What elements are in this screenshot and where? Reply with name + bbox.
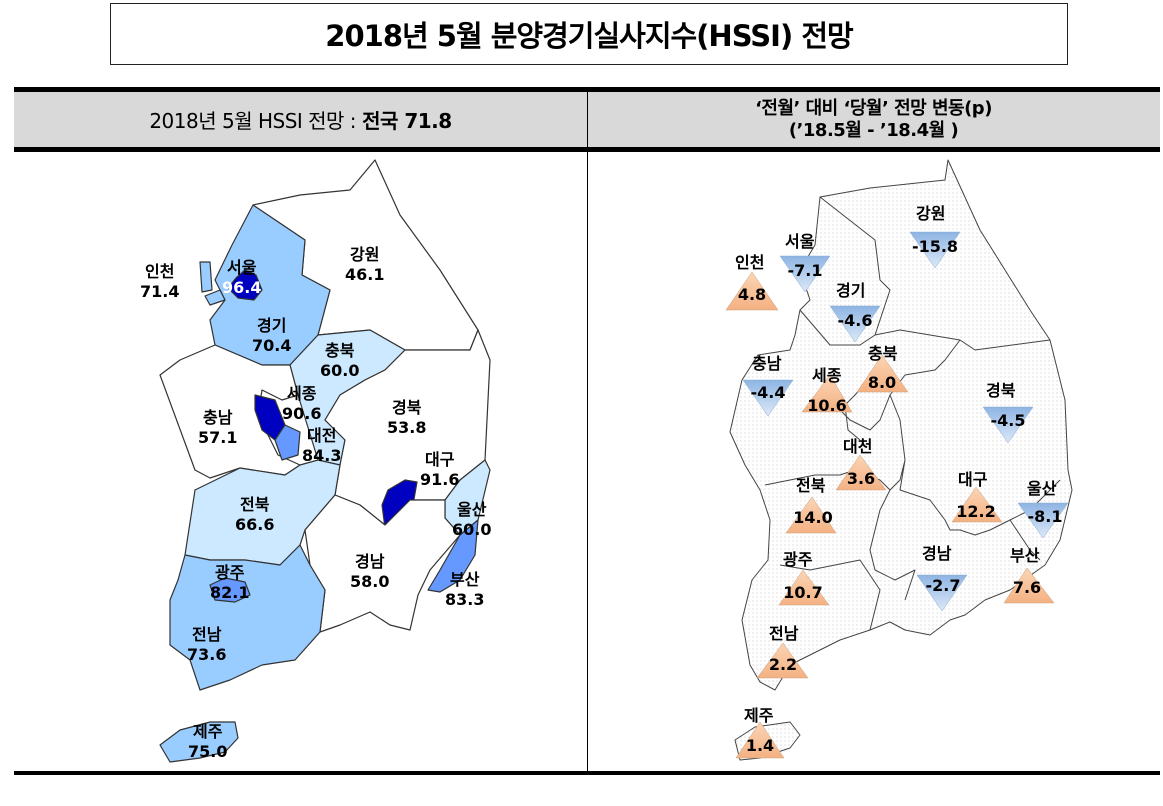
down-triangle-ulsan <box>1017 502 1069 539</box>
right-value-jeonbuk: 14.0 <box>793 508 833 527</box>
right-change-map <box>725 159 1073 761</box>
down-triangle-chungnam <box>742 379 794 417</box>
down-triangle-gyeongnam <box>916 574 968 612</box>
label-seoul: 서울 96.4 <box>222 258 262 297</box>
right-value-gangwon: -15.8 <box>911 237 959 256</box>
header-national-forecast: 2018년 5월 HSSI 전망 : 전국 71.8 <box>14 92 587 147</box>
region-gwangju <box>209 577 251 603</box>
region-busan <box>427 519 479 593</box>
region-seoul <box>227 269 263 301</box>
right-value-ulsan: -8.1 <box>1027 507 1063 526</box>
label-gyeongbuk: 경북 53.8 <box>387 398 427 437</box>
right-value-chungbuk: 8.0 <box>867 373 897 392</box>
right-value-gyeongbuk: -4.5 <box>990 411 1026 430</box>
right-value-busan: 7.6 <box>1012 578 1042 597</box>
up-triangle-busan <box>1003 567 1055 604</box>
region-jeonnam <box>169 544 326 691</box>
label-gyeongnam: 경남 58.0 <box>350 552 390 591</box>
page-title-box: 2018년 5월 분양경기실사지수(HSSI) 전망 <box>110 3 1068 65</box>
right-value-daecheon: 3.6 <box>846 469 876 488</box>
label-gwangju: 광주 82.1 <box>210 563 250 602</box>
label-gangwon: 강원 46.1 <box>345 245 385 284</box>
label-jeonnam: 전남 73.6 <box>187 625 227 664</box>
right-name-gwangju: 광주 <box>783 550 813 569</box>
right-value-gyeongnam: -2.7 <box>925 576 961 595</box>
right-name-ulsan: 울산 <box>1027 479 1057 498</box>
label-sejong: 세종 90.6 <box>282 384 322 423</box>
region-daejeon <box>274 424 301 461</box>
up-triangle-chungbuk <box>856 354 909 393</box>
header-change: ‘전월’ 대비 ‘당월’ 전망 변동(p) (’18.5월 - ’18.4월 ) <box>587 92 1160 147</box>
label-jeonbuk: 전북 66.6 <box>235 495 275 534</box>
right-name-daecheon: 대천 <box>843 437 873 456</box>
right-name-jeonnam: 전남 <box>769 624 799 643</box>
up-triangle-jeju <box>735 721 785 759</box>
region-incheon <box>199 261 226 306</box>
right-name-chungnam: 충남 <box>752 354 782 373</box>
right-name-gyeongnam: 경남 <box>922 544 952 563</box>
right-value-gwangju: 10.7 <box>783 583 823 602</box>
label-ulsan: 울산 60.0 <box>452 500 492 539</box>
label-incheon: 인천 71.4 <box>140 262 180 301</box>
right-name-seoul: 서울 <box>785 232 815 251</box>
right-name-jeju: 제주 <box>744 706 774 725</box>
column-divider <box>587 87 588 774</box>
up-triangle-incheon <box>725 271 779 311</box>
down-triangle-gyeongbuk <box>982 406 1034 444</box>
header-right-line2: (’18.5월 - ’18.4월 ) <box>788 119 959 141</box>
label-daejeon: 대전 84.3 <box>302 426 342 465</box>
right-name-daegu: 대구 <box>958 470 988 489</box>
label-chungnam: 충남 57.1 <box>198 408 238 447</box>
label-daegu: 대구 91.6 <box>420 450 460 489</box>
right-name-gangwon: 강원 <box>916 204 946 223</box>
right-value-chungnam: -4.4 <box>750 383 786 402</box>
right-value-daegu: 12.2 <box>956 502 996 521</box>
right-name-jeonbuk: 전북 <box>796 476 826 495</box>
right-value-jeonnam: 2.2 <box>768 655 798 674</box>
header-left-national: 전국 71.8 <box>362 109 452 133</box>
right-name-busan: 부산 <box>1010 546 1040 565</box>
up-triangle-daegu <box>951 486 1003 523</box>
up-triangle-jeonnam <box>756 642 809 679</box>
right-value-sejong: 10.6 <box>807 396 847 415</box>
up-triangle-sejong <box>801 374 853 413</box>
up-triangle-daecheon <box>835 454 887 491</box>
up-triangle-jeonbuk <box>785 496 837 534</box>
right-name-gyeongbuk: 경북 <box>986 381 1016 400</box>
right-name-incheon: 인천 <box>735 253 765 272</box>
bottom-rule <box>14 771 1160 775</box>
label-gyeonggi: 경기 70.4 <box>252 316 292 355</box>
label-chungbuk: 충북 60.0 <box>320 341 360 380</box>
up-triangle-gwangju <box>778 569 830 606</box>
page-title: 2018년 5월 분양경기실사지수(HSSI) 전망 <box>325 19 853 53</box>
down-triangle-seoul <box>779 255 831 293</box>
right-value-jeju: 1.4 <box>745 736 775 755</box>
down-triangle-gangwon <box>909 231 961 269</box>
label-jeju: 제주 75.0 <box>188 722 228 761</box>
left-choropleth-map <box>159 159 491 763</box>
down-triangle-gyeonggi <box>829 305 881 343</box>
label-busan: 부산 83.3 <box>445 570 485 609</box>
header-right-line1: ‘전월’ 대비 ‘당월’ 전망 변동(p) <box>755 97 992 119</box>
right-value-incheon: 4.8 <box>737 285 767 304</box>
right-value-seoul: -7.1 <box>787 261 823 280</box>
right-name-chungbuk: 충북 <box>868 344 898 363</box>
right-name-gyeonggi: 경기 <box>836 281 866 300</box>
header-left-prefix: 2018년 5월 HSSI 전망 : <box>149 109 357 133</box>
right-name-sejong: 세종 <box>812 366 842 385</box>
right-value-gyeonggi: -4.6 <box>837 311 873 330</box>
region-jeju <box>159 721 239 763</box>
